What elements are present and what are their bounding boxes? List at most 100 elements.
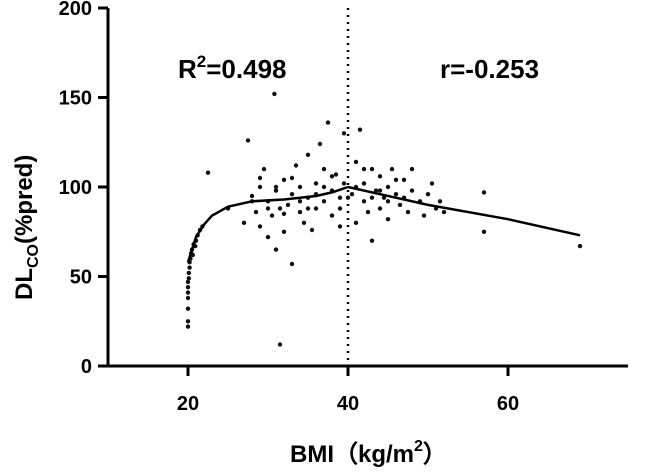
data-point [397,202,403,208]
annotation-r-squared: R2=0.498 [178,52,287,84]
y-tick-label: 150 [59,88,92,110]
data-point [361,166,367,172]
data-point [369,195,375,200]
fit-curve-right [347,185,581,237]
data-point [305,206,311,211]
data-point [321,184,327,190]
data-point [329,174,335,179]
data-point [289,192,295,197]
data-point [265,206,271,211]
data-point [385,199,391,204]
y-tick-label: 0 [81,356,92,378]
data-point [245,138,251,143]
data-point [321,166,327,172]
annotation-r-rest: =0.498 [206,54,286,84]
data-point [361,199,367,204]
y-tick-label: 50 [70,267,92,289]
data-point [429,181,435,186]
fit-curve-left [186,185,349,263]
data-point [297,199,303,204]
data-point [333,172,339,177]
data-point [185,295,191,301]
data-point [273,247,279,252]
data-point [337,206,343,211]
data-point [257,175,263,181]
data-point [205,170,211,175]
data-point [257,184,263,190]
data-point [277,342,283,347]
data-point [409,188,415,193]
data-point [269,213,275,218]
data-point [385,184,391,190]
data-point [285,202,291,208]
data-point [313,206,319,211]
data-point [289,175,295,181]
data-point [481,229,487,234]
data-point [369,238,375,243]
annotation-r-sup: 2 [197,52,206,71]
data-point [185,319,191,324]
data-point [341,131,347,136]
data-point [577,243,583,249]
data-point [329,213,335,218]
data-point [321,199,327,204]
y-tick-label: 200 [59,0,92,20]
data-point [481,190,487,195]
x-axis-title-close: ） [423,441,447,468]
data-point [441,209,447,215]
data-point [301,220,307,225]
x-axis-title-sup: 2 [414,438,423,455]
data-point [297,184,303,190]
data-point [309,227,315,233]
x-axis-title-main: BMI（kg/m [290,441,414,468]
data-point [257,224,263,229]
data-point [253,209,259,215]
data-point [353,220,359,225]
data-point [337,224,343,229]
data-point [381,195,387,200]
fit-curves [186,185,581,263]
y-axis-title-sub: CO [25,244,42,268]
data-point [273,188,279,193]
data-point [305,152,311,157]
data-point [421,213,427,218]
data-point [186,270,191,276]
data-point [325,120,331,125]
annotation-r-prefix: R [178,54,197,84]
data-point [345,195,351,200]
data-point [385,217,391,222]
data-point [185,290,191,295]
data-point [185,279,191,285]
data-point [369,166,375,172]
data-point [377,188,383,193]
data-point [241,220,247,225]
x-axis-title: BMI（kg/m2） [290,438,447,468]
data-point [425,192,431,197]
data-point [353,159,359,165]
data-point [281,177,287,182]
data-point [393,177,399,182]
y-axis-title: DLCO(%pred) [11,155,42,300]
data-point [313,181,319,186]
data-point [437,199,443,204]
data-point [377,206,383,211]
data-point [357,127,363,132]
data-point [373,188,379,193]
data-point [293,163,299,168]
data-point [289,261,295,267]
data-point [261,166,267,172]
data-point [273,184,279,190]
data-point [277,206,283,211]
data-point [317,141,323,147]
y-tick-label: 100 [59,177,92,199]
x-tick-label: 20 [177,393,199,415]
data-point [393,192,399,197]
data-point [187,265,192,270]
ticks: 0 50 100 150 200 20 40 60 [59,0,520,415]
data-point [377,174,383,179]
data-point [265,234,271,240]
data-point [272,91,277,97]
data-point [409,166,415,172]
data-point [361,181,367,186]
data-point [185,285,191,290]
